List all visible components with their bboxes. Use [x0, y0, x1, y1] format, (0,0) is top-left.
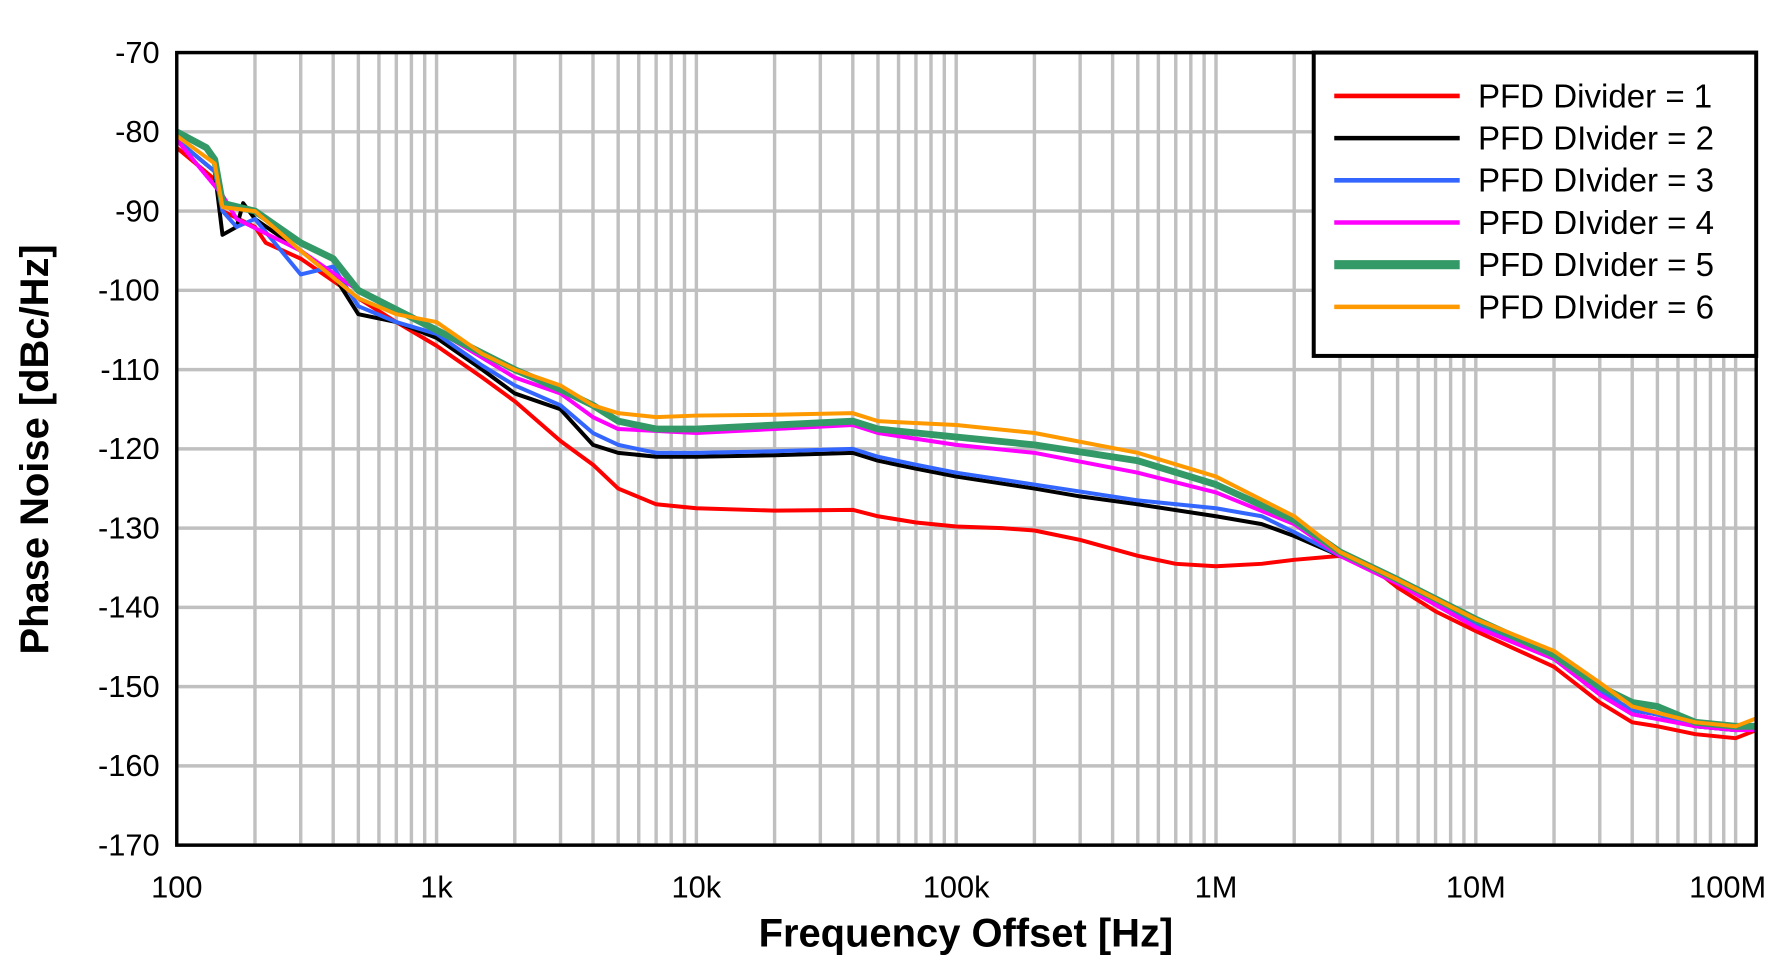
y-tick-label: -80 [115, 114, 159, 149]
y-tick-label: -160 [98, 748, 160, 783]
legend-label-1: PFD Divider = 1 [1478, 78, 1712, 115]
series-lines [175, 128, 1757, 741]
legend-label-2: PFD DIvider = 2 [1478, 121, 1714, 158]
x-axis-title: Frequency Offset [Hz] [759, 912, 1174, 956]
x-tick-label: 10M [1446, 870, 1506, 905]
x-tick-label: 100k [923, 870, 990, 905]
legend-label-3: PFD DIvider = 3 [1478, 163, 1714, 200]
series-line-1 [175, 146, 1757, 741]
legend: PFD Divider = 1 PFD DIvider = 2 PFD DIvide… [1311, 50, 1759, 358]
y-tick-label: -100 [98, 273, 160, 308]
legend-label-4: PFD DIvider = 4 [1478, 205, 1714, 242]
series-line-6 [175, 134, 1757, 729]
y-tick-label: -120 [98, 431, 160, 466]
x-tick-label: 100 [151, 870, 202, 905]
plot-frame [175, 50, 1758, 847]
series-line-5 [175, 128, 1757, 730]
legend-label-6: PFD DIvider = 6 [1478, 289, 1714, 326]
y-tick-labels: -70 -80 -90 -100 -110 -120 -130 -140 -150 -160 -17… [98, 35, 160, 863]
y-tick-label: -90 [115, 193, 159, 228]
x-tick-labels: 100 1k 10k 100k 1M 10M 100M [151, 870, 1766, 905]
legend-label-5: PFD DIvider = 5 [1478, 247, 1714, 284]
y-tick-label: -110 [100, 352, 159, 387]
y-axis-title: Phase Noise [dBc/Hz] [13, 244, 57, 654]
y-tick-label: -130 [98, 510, 160, 545]
y-tick-label: -70 [115, 35, 159, 70]
x-tick-label: 10k [672, 870, 722, 905]
y-tick-label: -140 [98, 590, 160, 625]
y-tick-label: -170 [98, 827, 160, 862]
x-tick-label: 1M [1195, 870, 1238, 905]
x-tick-label: 1k [420, 870, 453, 905]
y-tick-label: -150 [98, 669, 160, 704]
grid [176, 50, 1757, 847]
x-tick-label: 100M [1689, 870, 1766, 905]
